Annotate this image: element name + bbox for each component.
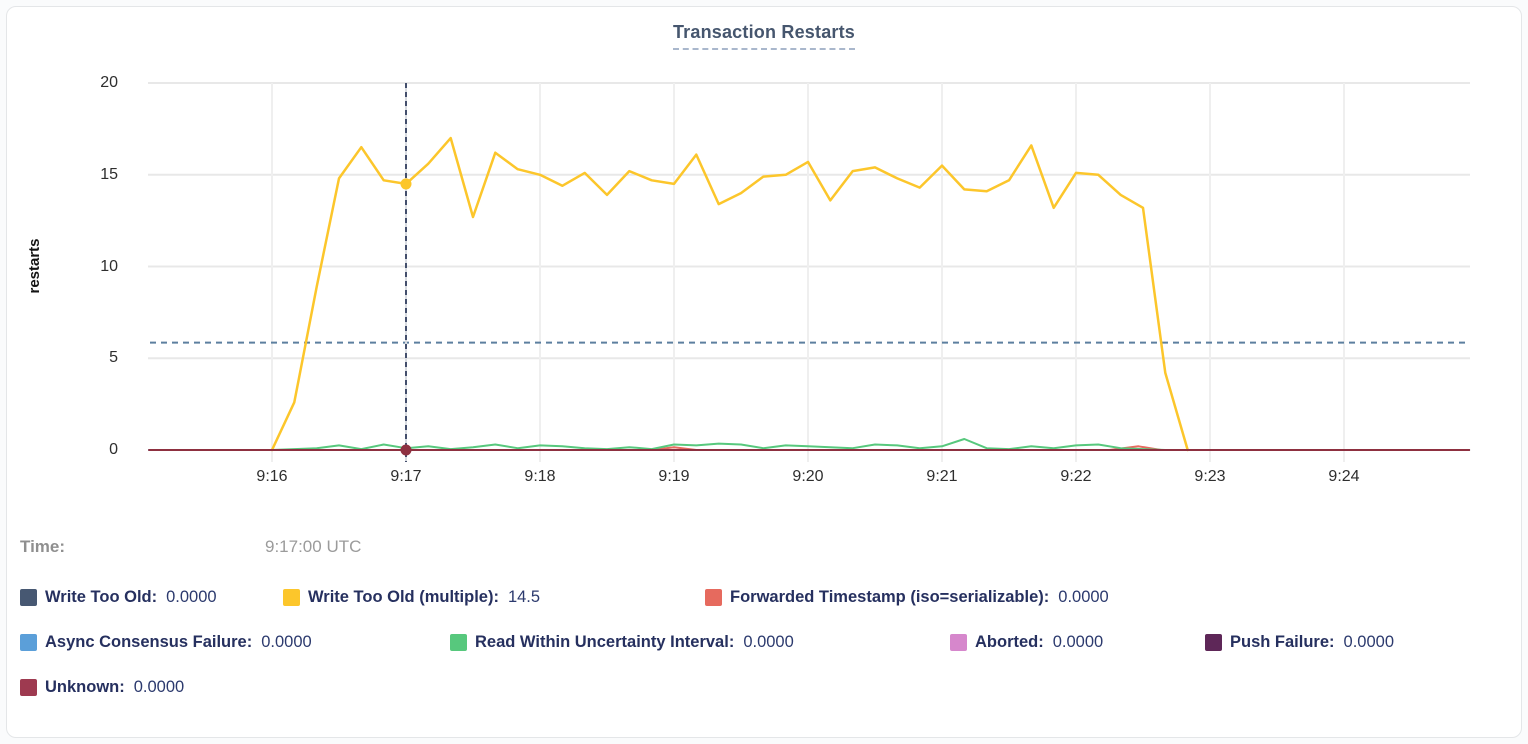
legend-value: 0.0000 xyxy=(133,678,185,696)
tooltip-time-value: 9:17:00 UTC xyxy=(265,537,362,556)
legend-item-5[interactable]: Aborted: 0.0000 xyxy=(950,633,1103,652)
legend-item-6[interactable]: Push Failure: 0.0000 xyxy=(1205,633,1394,652)
legend-label: Write Too Old: xyxy=(45,588,158,606)
legend-swatch-icon xyxy=(20,634,37,651)
x-tick-label: 9:23 xyxy=(1194,468,1226,485)
legend-item-0[interactable]: Write Too Old: 0.0000 xyxy=(20,588,217,607)
x-tick-label: 9:18 xyxy=(524,468,556,485)
legend-swatch-icon xyxy=(20,589,37,606)
legend-item-2[interactable]: Forwarded Timestamp (iso=serializable): 0… xyxy=(705,588,1109,607)
x-tick-label: 9:20 xyxy=(792,468,824,485)
legend-value: 0.0000 xyxy=(1343,633,1394,651)
y-tick-label: 0 xyxy=(109,441,118,458)
chart-header: Transaction Restarts xyxy=(0,22,1528,50)
legend-value: 0.0000 xyxy=(261,633,312,651)
legend-label: Async Consensus Failure: xyxy=(45,633,253,651)
legend-label: Push Failure: xyxy=(1230,633,1335,651)
x-tick-label: 9:17 xyxy=(390,468,422,485)
legend-value: 0.0000 xyxy=(166,588,217,606)
legend-label: Write Too Old (multiple): xyxy=(308,588,499,606)
legend-item-1[interactable]: Write Too Old (multiple): 14.5 xyxy=(283,588,540,607)
cursor-highlight-dot xyxy=(400,444,412,456)
legend-item-3[interactable]: Async Consensus Failure: 0.0000 xyxy=(20,633,312,652)
legend-swatch-icon xyxy=(1205,634,1222,651)
series-line-1 xyxy=(270,136,1189,452)
legend-label: Unknown: xyxy=(45,678,125,696)
x-tick-label: 9:19 xyxy=(658,468,690,485)
y-tick-label: 20 xyxy=(100,74,118,91)
legend-item-7[interactable]: Unknown: 0.0000 xyxy=(20,678,184,697)
cursor-highlight-dot xyxy=(400,178,412,190)
x-tick-label: 9:24 xyxy=(1328,468,1360,485)
chart-card xyxy=(6,6,1522,738)
legend-label: Aborted: xyxy=(975,633,1044,651)
tooltip-time-label: Time: xyxy=(20,537,66,556)
legend-swatch-icon xyxy=(450,634,467,651)
legend-swatch-icon xyxy=(20,679,37,696)
legend-item-4[interactable]: Read Within Uncertainty Interval: 0.0000 xyxy=(450,633,794,652)
legend-label: Read Within Uncertainty Interval: xyxy=(475,633,735,651)
x-tick-label: 9:16 xyxy=(256,468,288,485)
legend-value: 0.0000 xyxy=(1052,633,1104,651)
y-tick-label: 10 xyxy=(100,257,118,275)
legend-swatch-icon xyxy=(705,589,722,606)
y-axis-label: restarts xyxy=(26,238,43,294)
legend-swatch-icon xyxy=(950,634,967,651)
y-tick-label: 5 xyxy=(109,349,118,367)
x-tick-label: 9:21 xyxy=(926,468,958,485)
legend-label: Forwarded Timestamp (iso=serializable): xyxy=(730,588,1050,606)
x-tick-label: 9:22 xyxy=(1060,468,1092,485)
series-line-4 xyxy=(148,438,1471,451)
legend-swatch-icon xyxy=(283,589,300,606)
legend-value: 0.0000 xyxy=(743,633,794,651)
legend-value: 0.0000 xyxy=(1058,588,1109,606)
y-tick-label: 15 xyxy=(100,165,118,183)
legend-value: 14.5 xyxy=(507,588,541,606)
chart-title[interactable]: Transaction Restarts xyxy=(672,22,856,50)
